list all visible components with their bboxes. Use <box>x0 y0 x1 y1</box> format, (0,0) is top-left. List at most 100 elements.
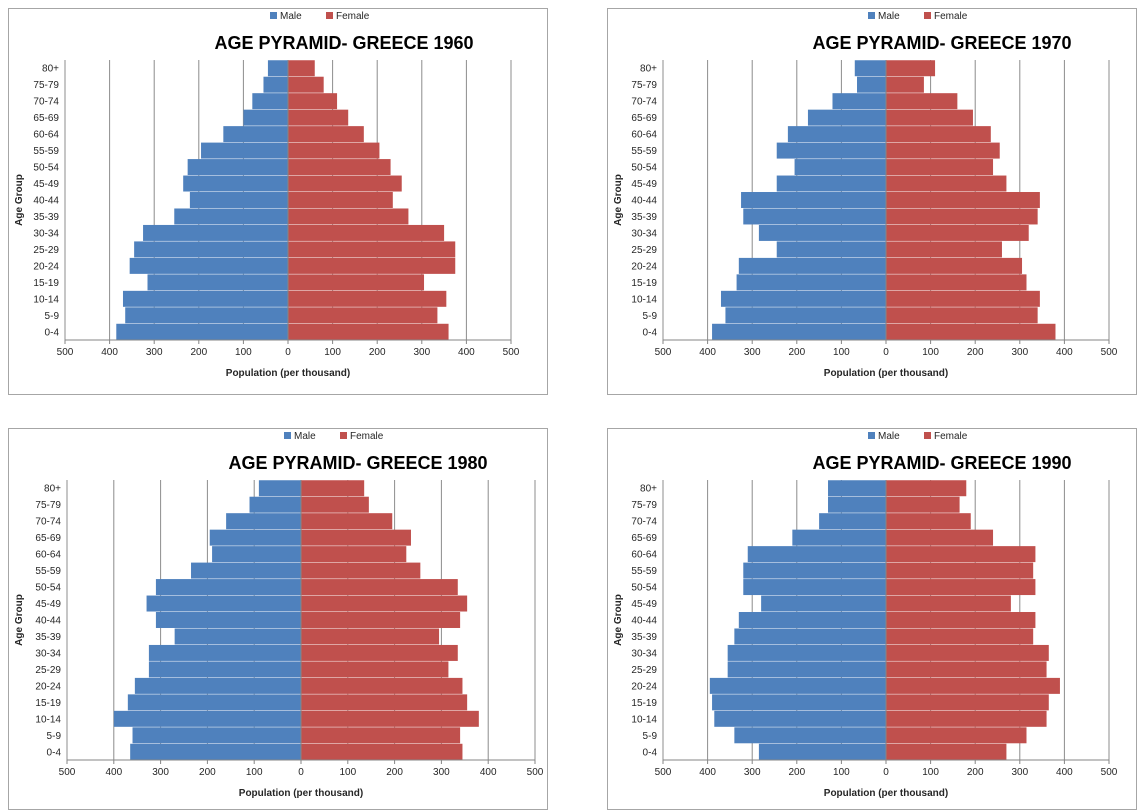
y-tick-label: 45-49 <box>35 599 61 610</box>
y-tick-label: 25-29 <box>33 245 59 256</box>
x-axis-label: Population (per thousand) <box>239 788 363 799</box>
female-bar-30-34 <box>886 224 1029 241</box>
y-tick-label: 80+ <box>640 64 657 75</box>
male-bar-20-24 <box>129 257 288 274</box>
female-bar-40-44 <box>301 612 461 628</box>
female-bar-0-4 <box>886 323 1056 340</box>
female-bar-60-64 <box>886 126 991 143</box>
legend-label-male: Male <box>280 11 302 22</box>
x-tick-label: 200 <box>386 767 403 778</box>
legend-swatch-male <box>270 12 277 19</box>
x-tick-label: 500 <box>57 347 74 358</box>
female-bar-0-4 <box>301 743 463 760</box>
male-bar-25-29 <box>148 661 301 678</box>
x-tick-label: 400 <box>699 347 716 358</box>
female-bar-70-74 <box>288 93 338 110</box>
x-tick-label: 300 <box>413 347 430 358</box>
y-tick-label: 0-4 <box>47 747 62 758</box>
y-tick-label: 65-69 <box>631 113 657 124</box>
female-bar-80+ <box>886 480 967 497</box>
male-bar-35-39 <box>734 628 886 645</box>
male-bar-50-54 <box>743 579 886 596</box>
female-bar-25-29 <box>301 661 449 678</box>
female-bar-40-44 <box>886 612 1036 628</box>
male-bar-15-19 <box>712 694 886 711</box>
female-bar-5-9 <box>288 307 438 324</box>
female-bar-15-19 <box>288 274 425 291</box>
y-tick-label: 25-29 <box>35 665 61 676</box>
male-bar-25-29 <box>134 241 288 258</box>
y-tick-label: 50-54 <box>631 583 657 594</box>
y-tick-label: 30-34 <box>35 648 61 659</box>
y-tick-label: 80+ <box>44 484 61 495</box>
x-tick-label: 100 <box>235 347 252 358</box>
male-bar-35-39 <box>174 208 288 225</box>
y-tick-label: 35-39 <box>35 632 61 643</box>
bars <box>712 60 1056 340</box>
y-tick-label: 15-19 <box>33 278 59 289</box>
male-bar-25-29 <box>727 661 886 678</box>
legend-label-male: Male <box>294 431 316 442</box>
y-axis-label: Age Group <box>613 174 624 226</box>
y-tick-label: 60-64 <box>631 550 657 561</box>
male-bar-50-54 <box>794 159 886 176</box>
x-tick-label: 400 <box>105 767 122 778</box>
x-tick-label: 300 <box>1011 767 1028 778</box>
female-bar-35-39 <box>301 628 440 645</box>
male-bar-80+ <box>267 60 288 77</box>
y-axis-label: Age Group <box>14 594 25 646</box>
bars <box>709 480 1060 760</box>
legend-label-male: Male <box>878 11 900 22</box>
male-bar-35-39 <box>174 628 301 645</box>
male-bar-30-34 <box>148 644 301 661</box>
female-bar-50-54 <box>301 579 458 596</box>
x-tick-label: 300 <box>744 767 761 778</box>
y-tick-label: 40-44 <box>35 616 61 627</box>
y-tick-label: 35-39 <box>631 212 657 223</box>
y-tick-label: 45-49 <box>33 179 59 190</box>
y-tick-label: 20-24 <box>631 681 657 692</box>
female-bar-30-34 <box>301 644 458 661</box>
x-tick-label: 400 <box>1056 347 1073 358</box>
female-bar-5-9 <box>886 727 1027 744</box>
female-bar-75-79 <box>288 76 324 93</box>
x-tick-label: 200 <box>788 347 805 358</box>
legend-label-male: Male <box>878 431 900 442</box>
female-bar-15-19 <box>886 694 1049 711</box>
female-bar-25-29 <box>886 241 1002 258</box>
legend-label-female: Female <box>934 431 968 442</box>
y-tick-label: 65-69 <box>35 533 61 544</box>
x-tick-label: 400 <box>699 767 716 778</box>
pyramid-chart-1960: 80+ 75-79 70-74 65-69 60-64 55-59 50-54 45-49 40… <box>14 11 520 379</box>
legend: Male Female <box>868 11 968 22</box>
y-tick-label: 0-4 <box>45 327 60 338</box>
x-tick-label: 300 <box>744 347 761 358</box>
y-tick-label: 10-14 <box>35 714 61 725</box>
x-tick-label: 500 <box>59 767 76 778</box>
chart-title: AGE PYRAMID- GREECE 1960 <box>214 33 473 53</box>
female-bar-10-14 <box>288 290 447 307</box>
x-tick-label: 100 <box>339 767 356 778</box>
y-tick-label: 40-44 <box>631 616 657 627</box>
male-bar-10-14 <box>113 710 301 727</box>
x-tick-label: 400 <box>480 767 497 778</box>
male-bar-70-74 <box>226 513 301 530</box>
male-bar-70-74 <box>819 513 886 530</box>
y-tick-label: 70-74 <box>33 97 59 108</box>
female-bar-5-9 <box>886 307 1038 324</box>
y-tick-label: 40-44 <box>631 196 657 207</box>
legend: Male Female <box>868 431 968 442</box>
female-bar-10-14 <box>886 290 1040 307</box>
male-bar-65-69 <box>243 109 288 126</box>
female-bar-45-49 <box>886 595 1011 612</box>
y-axis-label: Age Group <box>613 594 624 646</box>
female-bar-40-44 <box>886 192 1040 208</box>
male-bar-45-49 <box>146 595 301 612</box>
x-tick-label: 200 <box>199 767 216 778</box>
male-bar-20-24 <box>134 677 301 694</box>
male-bar-45-49 <box>761 595 886 612</box>
chart-title: AGE PYRAMID- GREECE 1990 <box>812 453 1071 473</box>
legend-swatch-female <box>924 432 931 439</box>
male-bar-75-79 <box>249 496 301 513</box>
y-tick-label: 5-9 <box>47 731 62 742</box>
